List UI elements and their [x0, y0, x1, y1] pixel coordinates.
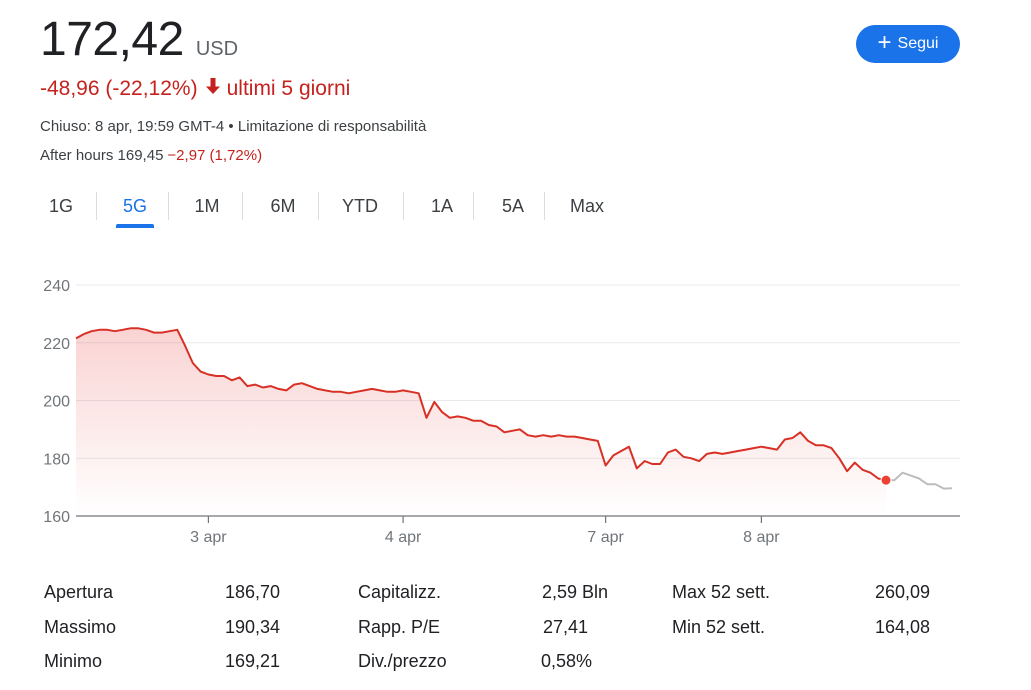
after-hours-info: After hours 169,45 −2,97 (1,72%) [40, 147, 262, 164]
close-price-marker [880, 474, 892, 486]
x-tick-label: 8 apr [743, 529, 780, 546]
stat-value-min-52: 164,08 [874, 617, 930, 637]
price-header: 172,42 USD [40, 12, 238, 67]
stat-label-min-52: Min 52 sett. [672, 617, 766, 637]
stat-value-capitalizz: 2,59 Bln [541, 582, 608, 602]
tab-max[interactable]: Max [569, 196, 604, 216]
stat-label-capitalizz: Capitalizz. [358, 582, 442, 602]
stat-label-apertura: Apertura [44, 582, 114, 602]
stat-label-div-prezzo: Div./prezzo [358, 651, 447, 671]
tab-divider [403, 192, 404, 220]
tab-divider [242, 192, 243, 220]
stat-value-rapp-pe: 27,41 [542, 617, 588, 637]
tab-divider [318, 192, 319, 220]
stat-value-max-52: 260,09 [874, 582, 930, 602]
after-hours-line [885, 471, 953, 490]
stat-label-rapp-pe: Rapp. P/E [358, 617, 441, 637]
x-tick-label: 7 apr [587, 529, 624, 546]
current-price: 172,42 [40, 13, 184, 66]
y-tick-label: 220 [43, 336, 70, 353]
follow-button[interactable]: + Segui [856, 25, 960, 63]
stat-value-div-prezzo: 0,58% [540, 651, 592, 671]
price-line [75, 327, 887, 482]
period-label: ultimi 5 giorni [226, 77, 351, 100]
tab-divider [96, 192, 97, 220]
market-closed-info: Chiuso: 8 apr, 19:59 GMT-4 • Limitazione… [40, 118, 427, 135]
stat-label-max-52: Max 52 sett. [672, 582, 771, 602]
after-hours-price: After hours 169,45 [40, 147, 164, 164]
x-tick-label: 4 apr [385, 529, 422, 546]
tab-1m[interactable]: 1M [194, 196, 220, 216]
price-chart[interactable]: 160 180 200 220 240 3 apr 4 apr 7 apr 8 apr [0, 260, 1031, 560]
tab-divider [473, 192, 474, 220]
plus-icon: + [877, 29, 892, 56]
y-tick-label: 240 [43, 278, 70, 295]
follow-button-label: Segui [897, 35, 939, 52]
after-hours-change: −2,97 (1,72%) [167, 147, 263, 164]
stat-value-minimo: 169,21 [224, 651, 280, 671]
tab-divider [544, 192, 545, 220]
stat-value-massimo: 190,34 [224, 617, 280, 637]
tab-1g[interactable]: 1G [48, 196, 73, 216]
price-change-row: -48,96 (-22,12%) ultimi 5 giorni [40, 77, 350, 101]
stat-value-apertura: 186,70 [224, 582, 280, 602]
tab-6m[interactable]: 6M [270, 196, 296, 216]
tab-5a[interactable]: 5A [501, 196, 525, 216]
tab-1a[interactable]: 1A [430, 196, 454, 216]
tab-5g[interactable]: 5G [104, 188, 166, 224]
price-area-fill [76, 328, 886, 516]
y-tick-label: 160 [43, 509, 70, 526]
tab-divider [168, 192, 169, 220]
y-tick-label: 180 [43, 451, 70, 468]
arrow-down-icon [205, 77, 221, 101]
stat-label-minimo: Minimo [44, 651, 103, 671]
stat-label-massimo: Massimo [44, 617, 117, 637]
x-tick-label: 3 apr [190, 529, 227, 546]
tab-ytd[interactable]: YTD [342, 196, 378, 216]
price-change: -48,96 (-22,12%) [40, 77, 198, 100]
currency-label: USD [195, 38, 239, 60]
y-tick-label: 200 [43, 394, 70, 411]
